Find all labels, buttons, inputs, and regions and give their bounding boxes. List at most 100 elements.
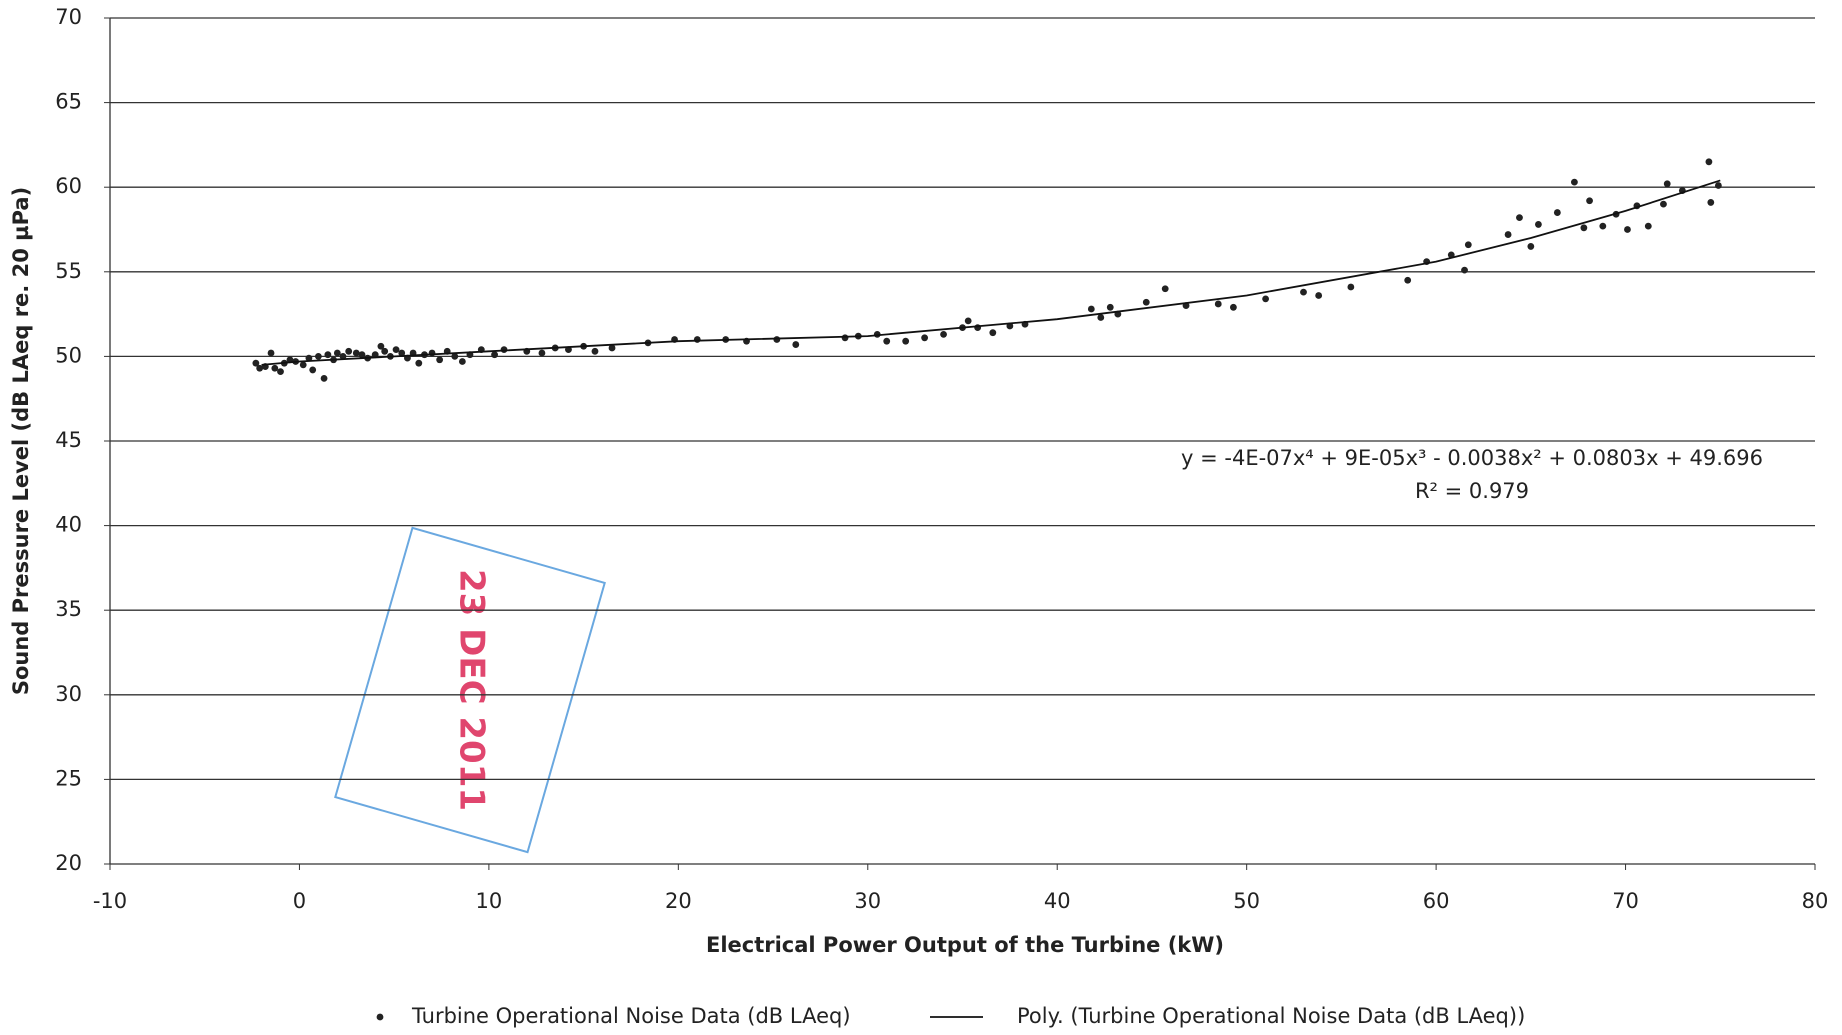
data-point bbox=[333, 349, 341, 357]
data-point bbox=[1571, 178, 1578, 186]
data-point bbox=[415, 359, 423, 367]
data-point bbox=[1707, 199, 1715, 206]
data-point bbox=[1347, 283, 1355, 291]
data-point bbox=[1714, 182, 1722, 189]
data-point bbox=[902, 337, 910, 345]
data-point bbox=[792, 341, 800, 348]
data-point bbox=[256, 364, 264, 372]
trendline bbox=[261, 179, 1721, 366]
data-point bbox=[1663, 180, 1671, 188]
data-point bbox=[591, 347, 599, 355]
received-stamp: 23 DEC 2011 bbox=[334, 526, 606, 854]
data-point bbox=[1087, 305, 1095, 313]
data-point bbox=[451, 353, 459, 360]
y-tick-label: 60 bbox=[55, 174, 82, 198]
data-point bbox=[1624, 226, 1631, 233]
data-point bbox=[1214, 300, 1222, 308]
x-tick-label: -10 bbox=[93, 889, 127, 913]
legend-marker bbox=[376, 1013, 384, 1021]
x-tick-label: 50 bbox=[1233, 889, 1260, 913]
data-point bbox=[1516, 214, 1523, 222]
data-point bbox=[989, 329, 997, 337]
y-tick-label: 35 bbox=[55, 597, 82, 621]
data-point bbox=[299, 361, 307, 369]
x-tick-label: 20 bbox=[665, 889, 692, 913]
data-point bbox=[1315, 292, 1323, 299]
data-point bbox=[1705, 158, 1713, 166]
x-tick-label: 60 bbox=[1423, 889, 1450, 913]
data-point bbox=[1464, 241, 1472, 249]
data-point bbox=[1461, 266, 1468, 274]
x-tick-label: 10 bbox=[476, 889, 503, 913]
data-point bbox=[1660, 200, 1667, 208]
data-point bbox=[1599, 222, 1607, 230]
data-point bbox=[964, 317, 972, 325]
data-point bbox=[538, 349, 546, 357]
x-tick-label: 70 bbox=[1612, 889, 1639, 913]
data-point bbox=[1161, 285, 1169, 293]
data-point bbox=[345, 347, 353, 355]
data-point bbox=[377, 342, 385, 350]
data-point bbox=[1527, 243, 1535, 250]
data-point bbox=[1106, 303, 1114, 311]
y-tick-label: 25 bbox=[55, 766, 82, 790]
legend-label: Poly. (Turbine Operational Noise Data (d… bbox=[1017, 1004, 1525, 1028]
data-point bbox=[608, 344, 616, 352]
y-tick-label: 50 bbox=[55, 343, 82, 367]
data-point bbox=[458, 358, 466, 365]
data-point bbox=[1262, 295, 1270, 303]
data-point bbox=[1404, 276, 1412, 284]
data-point bbox=[324, 351, 332, 359]
data-point bbox=[371, 351, 379, 359]
y-tick-label: 65 bbox=[55, 90, 82, 114]
y-axis-title: Sound Pressure Level (dB LAeq re. 20 µPa… bbox=[9, 187, 33, 695]
y-tick-label: 30 bbox=[55, 682, 82, 706]
x-axis-title: Electrical Power Output of the Turbine (… bbox=[706, 933, 1224, 957]
data-point bbox=[1553, 209, 1561, 216]
data-point bbox=[940, 331, 947, 338]
y-tick-label: 70 bbox=[55, 5, 82, 29]
y-tick-label: 40 bbox=[55, 513, 82, 537]
x-tick-label: 0 bbox=[293, 889, 306, 913]
data-point bbox=[1535, 221, 1542, 228]
data-point bbox=[358, 351, 366, 359]
trend-equation: y = -4E-07x⁴ + 9E-05x³ - 0.0038x² + 0.08… bbox=[1181, 446, 1763, 470]
data-point bbox=[309, 366, 317, 374]
data-point bbox=[271, 364, 279, 372]
y-tick-label: 20 bbox=[55, 851, 82, 875]
data-point bbox=[883, 337, 891, 345]
data-point bbox=[252, 359, 260, 367]
data-point bbox=[320, 374, 328, 382]
data-point bbox=[693, 336, 701, 343]
data-point bbox=[381, 347, 389, 355]
data-point bbox=[1097, 314, 1105, 321]
data-point bbox=[398, 349, 406, 357]
data-point bbox=[305, 354, 313, 362]
y-tick-label: 45 bbox=[55, 428, 82, 452]
data-point bbox=[392, 346, 400, 354]
data-point bbox=[1580, 224, 1588, 232]
data-point bbox=[921, 334, 929, 342]
data-point bbox=[1644, 222, 1652, 230]
trend-equation: R² = 0.979 bbox=[1415, 479, 1529, 503]
data-point bbox=[1300, 288, 1307, 296]
legend-label: Turbine Operational Noise Data (dB LAeq) bbox=[411, 1004, 851, 1028]
data-point bbox=[314, 353, 322, 360]
data-point bbox=[277, 368, 284, 376]
data-point bbox=[1586, 197, 1593, 205]
x-tick-label: 40 bbox=[1044, 889, 1071, 913]
data-point bbox=[1504, 231, 1512, 238]
data-point bbox=[841, 334, 849, 342]
data-point bbox=[491, 351, 498, 359]
y-tick-label: 55 bbox=[55, 259, 82, 283]
data-point bbox=[1142, 298, 1150, 306]
data-point bbox=[352, 349, 360, 357]
data-point bbox=[436, 356, 444, 364]
data-point bbox=[339, 353, 347, 360]
data-point bbox=[267, 349, 275, 357]
data-point bbox=[1230, 303, 1237, 311]
stamp-date: 23 DEC 2011 bbox=[452, 569, 492, 811]
x-tick-label: 30 bbox=[854, 889, 881, 913]
stamp-box bbox=[334, 526, 606, 854]
